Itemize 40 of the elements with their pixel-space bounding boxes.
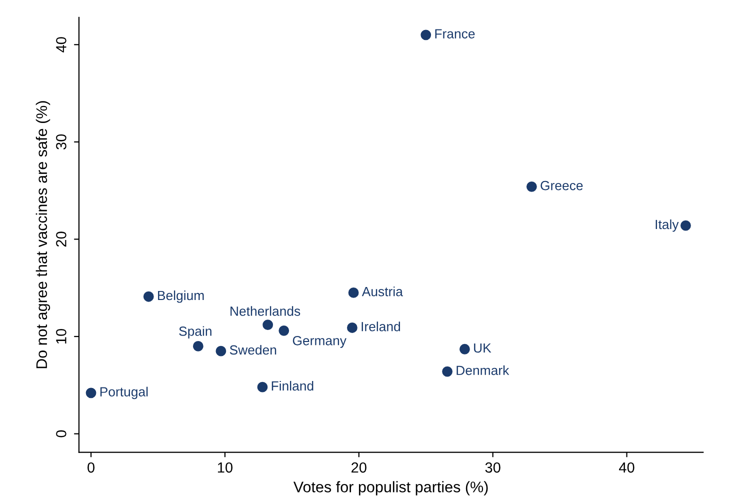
y-tick-label: 0 xyxy=(56,430,66,438)
data-label: Sweden xyxy=(230,344,276,355)
point xyxy=(143,291,154,302)
point xyxy=(192,341,204,352)
point xyxy=(526,181,537,192)
data-label: France xyxy=(435,29,475,38)
y-tick-label: 10 xyxy=(56,328,66,344)
point xyxy=(442,366,453,377)
point xyxy=(420,30,432,40)
data-label: Italy xyxy=(656,219,679,232)
y-tick-label: 20 xyxy=(56,232,66,247)
point xyxy=(278,325,290,336)
data-label: UK xyxy=(474,343,492,353)
point xyxy=(346,322,358,333)
y-axis-title: Do not agree that vaccines are safe (%) xyxy=(36,101,50,368)
x-tick-label: 30 xyxy=(485,462,500,473)
data-label: Belgium xyxy=(158,290,204,303)
data-label: Austria xyxy=(362,286,403,296)
data-label: Finland xyxy=(272,380,314,391)
point xyxy=(680,220,691,231)
data-label: Portugal xyxy=(100,386,148,400)
point xyxy=(86,388,96,398)
x-tick-label: 20 xyxy=(352,462,366,473)
data-label: Ireland xyxy=(362,322,400,332)
point xyxy=(257,382,268,392)
x-tick-label: 0 xyxy=(88,462,94,473)
data-label: Greece xyxy=(540,180,583,190)
data-label: Germany xyxy=(292,336,346,348)
point xyxy=(348,288,359,298)
y-tick-label: 40 xyxy=(56,37,66,52)
point xyxy=(262,320,274,330)
x-tick-label: 10 xyxy=(218,462,232,473)
point xyxy=(460,344,470,354)
x-tick-label: 40 xyxy=(619,462,634,473)
data-label: Netherlands xyxy=(230,306,300,316)
point xyxy=(216,346,226,356)
data-label: Denmark xyxy=(456,365,510,376)
x-axis-title: Votes for populist parties (%) xyxy=(293,481,488,496)
y-tick-label: 30 xyxy=(56,134,66,150)
data-label: Spain xyxy=(179,326,212,338)
